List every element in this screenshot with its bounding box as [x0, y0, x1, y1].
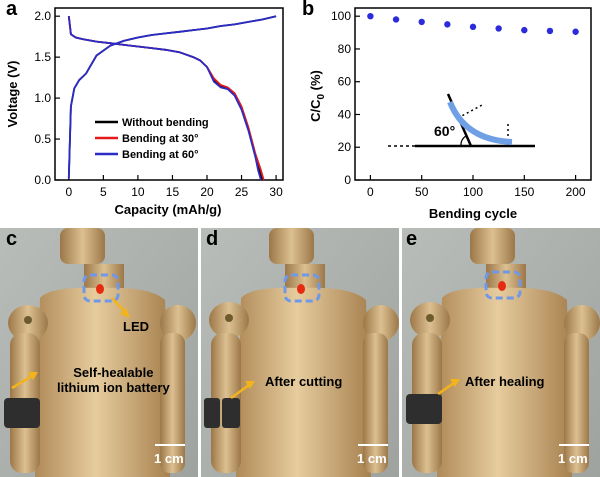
chart-b-ytick-label: 100: [331, 9, 351, 23]
chart-b-xlabel: Bending cycle: [429, 206, 517, 221]
legend-entry: Bending at 60°: [122, 149, 199, 161]
scale-label-d: 1 cm: [357, 451, 387, 466]
chart-b-point: [392, 16, 400, 23]
chart-b-point: [444, 21, 451, 28]
chart-b-xtick-label: 100: [463, 185, 483, 199]
legend-entry: Bending at 30°: [122, 133, 199, 145]
panel-label-e: e: [406, 228, 418, 250]
chart-a-xtick-label: 30: [269, 185, 283, 199]
chart-b-frame: [354, 7, 592, 181]
chart-a-xtick-label: 20: [200, 185, 214, 199]
cutting-caption: After cutting: [265, 374, 343, 389]
chart-a-xtick-label: 10: [131, 185, 145, 199]
scale-bar-e: [559, 444, 589, 446]
chart-b-point: [367, 12, 374, 20]
chart-b-ytick-label: 60: [338, 75, 352, 89]
chart-b-point: [495, 25, 502, 32]
chart-a-ytick-label: 0.0: [34, 173, 51, 187]
chart-b-ytick-label: 0: [344, 173, 351, 187]
chart-b-ytick-label: 80: [338, 42, 352, 56]
chart-b-xtick-label: 200: [566, 185, 586, 199]
chart-a-xtick-label: 15: [166, 185, 180, 199]
chart-a-legend: Without bending Bending at 30° Bending at …: [95, 117, 209, 161]
mannequin-photo-e: [402, 228, 600, 477]
chart-b-point: [521, 26, 528, 34]
chart-b-point: [572, 28, 579, 35]
inset-angle-arc: [460, 135, 467, 147]
panel-label-c: c: [6, 228, 18, 250]
chart-a-xtick-label: 25: [235, 185, 249, 199]
photo-panel-d: d After cutting 1 cm: [201, 228, 399, 477]
chart-b-xtick-label: 50: [415, 185, 429, 199]
chart-b-ytick-label: 40: [338, 107, 352, 121]
chart-b-point: [546, 27, 554, 35]
chart-a-ytick-label: 2.0: [34, 9, 51, 23]
chart-a-ytick-label: 0.5: [34, 132, 51, 146]
scale-label-e: 1 cm: [558, 451, 588, 466]
mannequin-photo-c: [0, 228, 198, 477]
photo-panel-c: c LED Self-healable lithium ion battery …: [0, 228, 198, 477]
inset-dashed-tangent: [457, 103, 485, 119]
chart-b-point: [418, 18, 425, 26]
scale-bar-d: [358, 444, 388, 446]
chart-a-xtick-label: 5: [100, 185, 107, 199]
battery-caption: Self-healable lithium ion battery: [57, 365, 170, 395]
chart-a-xlabel: Capacity (mAh/g): [115, 202, 222, 217]
chart-b-ytick-label: 20: [338, 140, 352, 154]
chart-a-ytick-label: 1.5: [34, 50, 51, 64]
chart-a-xtick-label: 0: [65, 185, 72, 199]
scale-label-c: 1 cm: [154, 451, 184, 466]
chart-a-ylabel: Voltage (V): [5, 61, 20, 128]
chart-a-frame: [54, 7, 284, 181]
chart-a: 0.0 0.5 1.0 1.5 2.0 0 5 10 15 20 25 30 Capacity (m…: [5, 7, 284, 217]
inset-angle-label: 60°: [434, 123, 455, 139]
legend-entry: Without bending: [122, 117, 209, 129]
chart-b-point: [469, 23, 477, 31]
bending-angle-inset: 60°: [388, 93, 535, 148]
led-label: LED: [123, 319, 149, 334]
panel-label-b: b: [302, 0, 315, 20]
inset-bent-battery: [447, 100, 513, 145]
photo-panel-e: e After healing 1 cm: [402, 228, 600, 477]
healing-caption: After healing: [465, 374, 545, 389]
chart-b-xtick-label: 150: [514, 185, 534, 199]
panel-label-a: a: [6, 0, 18, 20]
panel-label-d: d: [206, 228, 219, 250]
scale-bar-c: [155, 444, 185, 446]
chart-a-series-bending-at-60--discharge: [67, 16, 262, 181]
mannequin-photo-d: [201, 228, 399, 477]
chart-a-series-bending-at-60--charge: [67, 15, 277, 179]
chart-b-ylabel: C/C0 (%): [308, 70, 327, 122]
chart-b-xtick-label: 0: [367, 185, 374, 199]
chart-a-ytick-label: 1.0: [34, 91, 51, 105]
